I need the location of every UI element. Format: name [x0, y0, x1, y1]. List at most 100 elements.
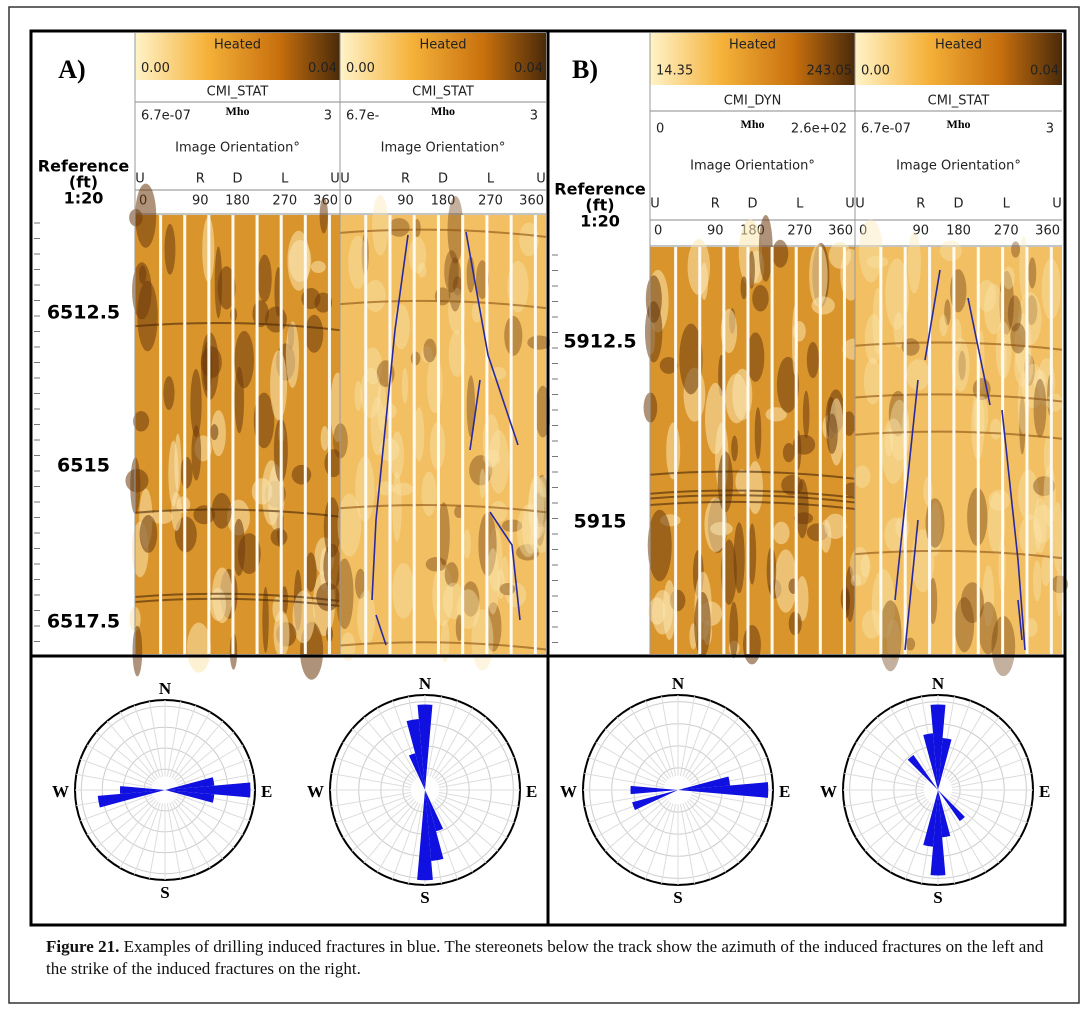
compass-east: E — [1039, 782, 1050, 801]
image-texture — [923, 477, 932, 506]
direction-label: L — [796, 197, 804, 212]
direction-label: U — [135, 172, 145, 187]
compass-north: N — [932, 674, 945, 693]
pad-gap — [879, 247, 882, 654]
degree-label: 90 — [707, 224, 724, 239]
image-texture — [973, 395, 988, 437]
compass-west: W — [560, 782, 577, 801]
orientation-title: Image Orientation° — [896, 159, 1021, 174]
image-texture — [1034, 379, 1047, 438]
image-texture — [271, 528, 288, 546]
curve-right: 3 — [1046, 122, 1054, 137]
curve-unit: Mho — [431, 104, 455, 118]
image-texture — [1008, 295, 1022, 331]
image-texture — [292, 465, 312, 485]
direction-label: U — [340, 172, 350, 187]
orientation-title: Image Orientation° — [175, 141, 300, 156]
compass-north: N — [672, 674, 685, 693]
pad-gap — [952, 247, 955, 654]
depth-label: 6517.5 — [47, 611, 120, 633]
image-texture — [235, 367, 244, 434]
degree-label: 0 — [654, 224, 662, 239]
caption-text: Examples of drilling induced fractures i… — [46, 937, 1043, 978]
image-texture — [1033, 560, 1041, 601]
pad-gap — [795, 247, 798, 654]
direction-label: L — [1003, 197, 1011, 212]
degree-label: 270 — [787, 224, 812, 239]
pad-gap — [437, 215, 440, 654]
compass-east: E — [526, 782, 537, 801]
image-texture — [710, 522, 733, 535]
image-texture — [741, 276, 748, 299]
degree-label: 90 — [192, 194, 209, 209]
pad-gap — [510, 215, 513, 654]
depth-label: 6512.5 — [47, 302, 120, 324]
image-texture — [321, 426, 329, 451]
image-texture — [338, 494, 362, 557]
image-texture — [725, 374, 747, 424]
image-texture — [826, 414, 837, 454]
image-texture — [252, 478, 273, 504]
compass-west: W — [52, 782, 69, 801]
image-texture — [372, 195, 388, 256]
image-texture — [448, 257, 462, 311]
image-texture — [747, 461, 763, 514]
image-texture — [191, 425, 201, 480]
image-texture — [1041, 555, 1050, 586]
image-texture — [772, 240, 788, 268]
image-texture — [700, 263, 708, 301]
pad-gap — [722, 247, 725, 654]
compass-east: E — [261, 782, 272, 801]
pad-gap — [328, 215, 331, 654]
scale-min: 0.00 — [861, 64, 890, 79]
direction-label: D — [438, 172, 448, 187]
pad-gap — [928, 247, 931, 654]
image-texture — [803, 391, 810, 439]
colormap-name: Heated — [729, 38, 776, 53]
pad-gap — [819, 247, 822, 654]
pad-gap — [183, 215, 186, 654]
panel-label: A) — [58, 55, 85, 84]
page: A)Reference(ft)1:206512.565156517.5Heate… — [0, 0, 1086, 1009]
image-texture — [187, 623, 211, 673]
image-texture — [648, 510, 672, 582]
curve-left: 6.7e-07 — [141, 109, 191, 124]
image-texture — [311, 261, 326, 273]
curve-name: CMI_STAT — [207, 85, 269, 100]
image-texture — [752, 285, 768, 311]
pad-gap — [1001, 247, 1004, 654]
direction-label: U — [536, 172, 546, 187]
image-texture — [940, 241, 962, 262]
caption-label: Figure 21. — [46, 937, 119, 956]
image-texture — [1056, 568, 1063, 616]
image-texture — [427, 356, 443, 413]
figure: A)Reference(ft)1:206512.565156517.5Heate… — [0, 0, 1086, 1009]
compass-north: N — [159, 679, 172, 698]
direction-label: R — [401, 172, 410, 187]
image-texture — [361, 368, 381, 419]
pad-gap — [674, 247, 677, 654]
direction-label: L — [281, 172, 289, 187]
direction-label: U — [845, 197, 855, 212]
reference-track — [32, 215, 135, 654]
curve-left: 6.7e- — [346, 109, 380, 124]
image-texture — [731, 436, 738, 462]
scale-max: 0.04 — [1030, 64, 1059, 79]
depth-label: 5912.5 — [563, 331, 636, 353]
image-texture — [388, 218, 409, 237]
pad-gap — [388, 215, 391, 654]
content: A)Reference(ft)1:206512.565156517.5Heate… — [32, 33, 1068, 907]
image-texture — [463, 529, 471, 558]
pad-gap — [1050, 247, 1053, 654]
compass-south: S — [160, 883, 169, 902]
pad-gap — [256, 215, 259, 654]
image-texture — [734, 522, 745, 593]
image-texture — [820, 519, 831, 552]
image-texture — [365, 280, 386, 312]
image-texture — [743, 625, 761, 664]
image-texture — [180, 457, 192, 489]
pad-gap — [977, 247, 980, 654]
depth-label: 6515 — [57, 455, 110, 477]
degree-label: 360 — [519, 194, 544, 209]
image-texture — [286, 321, 299, 387]
